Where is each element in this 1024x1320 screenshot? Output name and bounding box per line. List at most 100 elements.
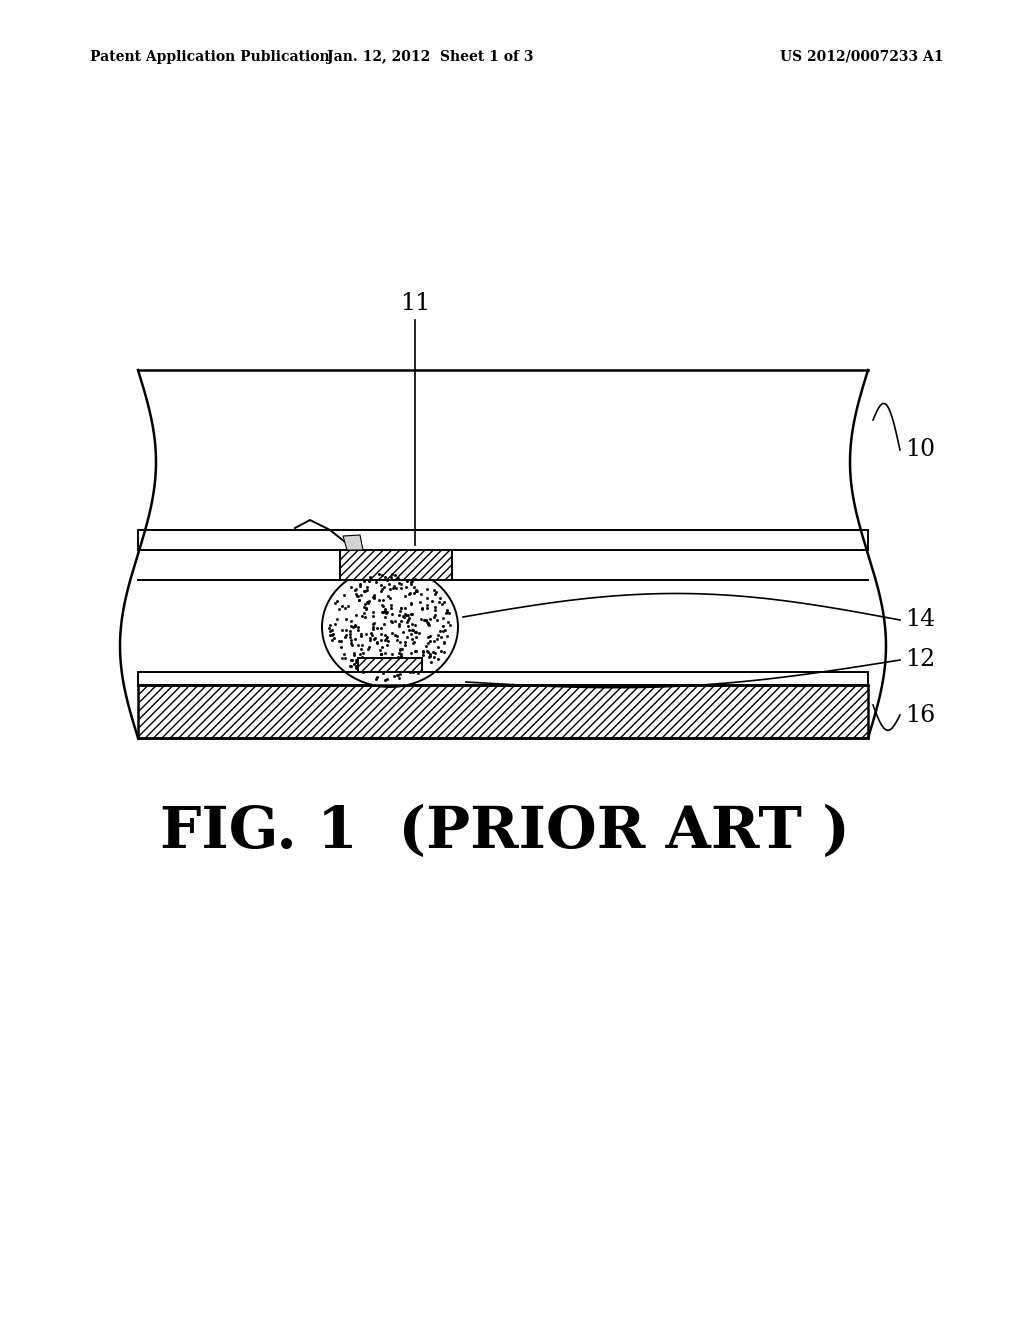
Point [397,635,414,656]
Point [420,642,436,663]
Point [356,581,373,602]
Point [386,665,402,686]
Point [345,616,361,638]
Point [392,601,409,622]
Point [432,587,449,609]
Point [357,593,374,614]
Bar [340,550,452,579]
Point [355,597,372,618]
Point [418,610,434,631]
Point [433,627,450,648]
Point [367,627,383,648]
Point [373,630,389,651]
Point [336,643,352,664]
Point [411,647,427,668]
Point [359,591,376,612]
Point [361,630,378,651]
Bar [138,579,868,672]
Point [436,632,453,653]
Point [422,624,438,645]
Point [370,647,386,668]
Point [403,570,420,591]
Point [374,602,390,623]
Point [393,597,410,618]
Point [388,657,404,678]
Point [374,648,390,669]
Point [368,649,384,671]
Point [391,605,408,626]
Point [344,634,360,655]
Point [426,631,442,652]
Point [352,623,369,644]
Point [395,606,412,627]
Point [376,652,392,673]
Point [425,642,441,663]
Point [374,578,390,599]
Point [349,619,366,640]
Point [418,636,434,657]
Point [365,614,381,635]
Point [334,619,350,640]
Point [351,589,368,610]
Point [361,566,378,587]
Point [392,663,409,684]
Point [369,667,385,688]
Point [391,614,408,635]
Point [392,598,409,619]
Point [365,624,381,645]
Point [393,610,410,631]
Point [423,652,439,673]
Point [360,570,377,591]
Point [358,579,375,601]
Point [375,589,391,610]
Point [379,635,395,656]
Point [342,655,358,676]
Point [350,635,367,656]
Point [351,661,368,682]
Point [348,583,365,605]
Point [407,569,423,590]
Point [430,648,446,669]
Point [429,628,445,649]
Point [324,619,340,640]
Point [356,579,373,601]
Point [387,652,403,673]
Point [422,631,438,652]
Point [378,626,394,647]
Point [421,614,437,635]
Point [404,661,421,682]
Point [394,652,411,673]
Point [411,623,427,644]
Point [408,579,424,601]
Point [347,615,364,636]
Point [420,612,436,634]
Point [359,593,376,614]
Point [384,649,400,671]
Point [322,624,338,645]
Point [377,566,393,587]
Point [428,581,444,602]
Point [342,615,358,636]
Point [354,606,371,627]
Point [366,628,382,649]
Point [334,648,350,669]
Point [360,636,377,657]
Point [403,614,420,635]
Point [347,615,364,636]
Point [334,595,350,616]
Point [349,585,366,606]
Point [389,647,406,668]
Point [376,576,392,597]
Point [366,606,382,627]
Point [402,603,419,624]
Point [365,616,381,638]
Point [371,590,387,611]
Point [381,574,397,595]
Point [430,624,446,645]
Point [349,616,366,638]
Point [416,610,432,631]
Point [411,648,427,669]
Point [392,578,409,599]
Point [435,620,452,642]
Point [379,602,395,623]
